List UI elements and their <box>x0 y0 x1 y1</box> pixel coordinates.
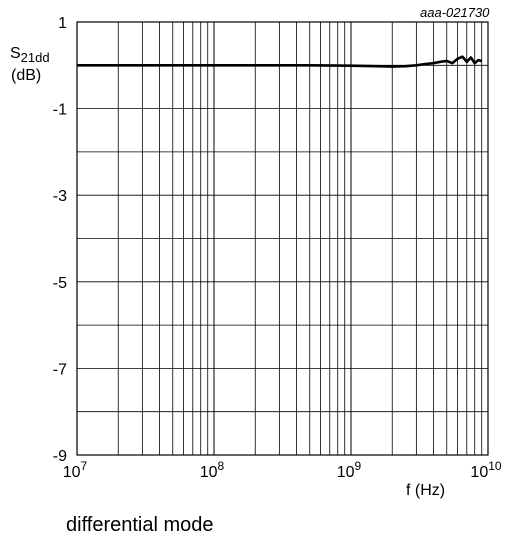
y-tick-label: 1 <box>58 15 67 32</box>
y-tick-label: -7 <box>53 361 67 378</box>
x-tick-label: 109 <box>337 459 362 481</box>
x-tick-base: 10 <box>63 464 81 481</box>
x-tick-exponent: 7 <box>81 459 88 473</box>
y-tick-label: -5 <box>53 275 67 292</box>
y-tick-labels: 1 -1 -3 -5 -7 -9 <box>53 15 67 465</box>
x-tick-exponent: 8 <box>218 459 225 473</box>
x-axis-label: f (Hz) <box>406 482 446 499</box>
y-axis-label: S21dd <box>10 46 50 66</box>
figure-code: aaa-021730 <box>420 5 490 20</box>
figure-caption: differential mode <box>66 514 214 536</box>
x-tick-exponent: 9 <box>355 459 362 473</box>
x-tick-base: 10 <box>470 464 488 481</box>
series-group <box>77 55 483 68</box>
x-tick-label: 107 <box>63 459 88 481</box>
x-tick-base: 10 <box>337 464 355 481</box>
x-tick-label: 1010 <box>470 459 501 481</box>
series-line <box>77 55 483 68</box>
plot-frame <box>76 21 489 456</box>
y-axis-unit: (dB) <box>11 67 42 84</box>
y-tick-label: -3 <box>53 188 67 205</box>
y-tick-label: -1 <box>53 102 67 119</box>
x-tick-exponent: 10 <box>488 459 502 473</box>
y-axis-label-main: S <box>10 45 21 62</box>
x-tick-labels: 107 108 109 1010 <box>63 459 502 481</box>
x-tick-label: 108 <box>200 459 225 481</box>
y-axis-label-sub: 21dd <box>20 50 50 65</box>
x-tick-base: 10 <box>200 464 218 481</box>
horizontal-grid <box>77 64 488 413</box>
y-tick-label: -9 <box>53 448 67 465</box>
